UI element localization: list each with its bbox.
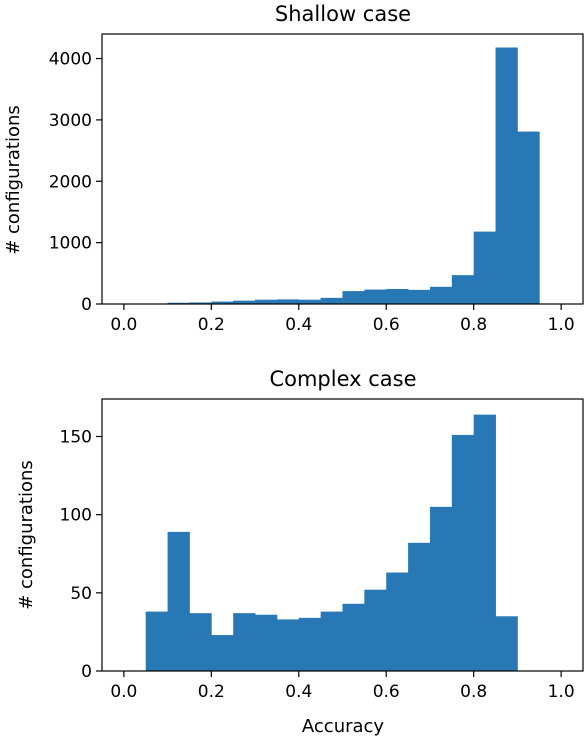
histogram-bar bbox=[429, 286, 453, 304]
histogram-bar bbox=[429, 506, 453, 671]
histogram-bar bbox=[189, 613, 212, 671]
shallow-case-panel: Shallow case # configurations 0.0 0.2 0.4 0… bbox=[3, 2, 584, 335]
chart-title: Shallow case bbox=[275, 2, 411, 26]
y-tick-label: 2000 bbox=[49, 172, 92, 192]
histogram-bar bbox=[211, 635, 234, 671]
y-tick-label: 0 bbox=[81, 662, 92, 682]
x-tick-label: 0.6 bbox=[373, 682, 400, 702]
histogram-bar bbox=[211, 301, 234, 304]
x-tick-label: 0.2 bbox=[198, 682, 225, 702]
histogram-bar bbox=[276, 619, 300, 671]
y-tick-label: 3000 bbox=[49, 111, 92, 131]
histogram-bar bbox=[386, 288, 409, 304]
y-tick-label: 50 bbox=[70, 584, 92, 604]
histogram-bar bbox=[473, 414, 496, 671]
histogram-bar bbox=[364, 589, 387, 671]
x-tick-label: 1.0 bbox=[548, 315, 575, 335]
histogram-bar bbox=[386, 572, 409, 671]
bars bbox=[123, 47, 540, 305]
histogram-bar bbox=[408, 289, 431, 304]
histogram-bar bbox=[473, 231, 496, 304]
histogram-bar bbox=[495, 47, 518, 304]
histogram-bar bbox=[145, 611, 168, 671]
y-tick-label: 4000 bbox=[49, 50, 92, 70]
x-tick-label: 0.0 bbox=[110, 315, 137, 335]
ticks: 0.0 0.2 0.4 0.6 0.8 1.0 0 1000 2000 3000 4000 bbox=[49, 50, 575, 335]
histogram-bar bbox=[276, 299, 300, 304]
histogram-bar bbox=[255, 614, 278, 671]
x-axis-label: Accuracy bbox=[302, 716, 385, 737]
histogram-bar bbox=[233, 613, 256, 671]
plot-frame bbox=[101, 33, 584, 305]
y-axis-label: # configurations bbox=[16, 460, 37, 610]
histogram-bar bbox=[233, 300, 256, 305]
x-tick-label: 0.4 bbox=[285, 315, 312, 335]
x-tick-label: 0.2 bbox=[198, 315, 225, 335]
histogram-bar bbox=[451, 275, 475, 304]
histogram-bar bbox=[342, 291, 365, 304]
histogram-bar bbox=[342, 603, 365, 671]
y-tick-label: 0 bbox=[81, 295, 92, 315]
histogram-bar bbox=[451, 434, 475, 671]
x-tick-label: 0.8 bbox=[460, 315, 487, 335]
x-tick-label: 0.8 bbox=[460, 682, 487, 702]
ticks: 0.0 0.2 0.4 0.6 0.8 1.0 0 50 100 150 bbox=[60, 428, 575, 702]
x-tick-label: 0.4 bbox=[285, 682, 312, 702]
histogram-bar bbox=[320, 611, 343, 671]
histogram-bar bbox=[408, 542, 431, 671]
histogram-bar bbox=[298, 299, 322, 304]
y-axis-label: # configurations bbox=[3, 105, 24, 255]
histogram-bar bbox=[298, 617, 322, 671]
histogram-bar bbox=[517, 131, 540, 304]
histogram-bar bbox=[255, 299, 278, 304]
histogram-bar bbox=[364, 289, 387, 304]
x-tick-label: 0.6 bbox=[373, 315, 400, 335]
x-tick-label: 0.0 bbox=[110, 682, 137, 702]
x-tick-label: 1.0 bbox=[548, 682, 575, 702]
plot-frame bbox=[101, 398, 584, 672]
y-tick-label: 1000 bbox=[49, 234, 92, 254]
histogram-bar bbox=[167, 531, 190, 671]
histogram-bar bbox=[320, 297, 343, 304]
y-tick-label: 150 bbox=[60, 428, 92, 448]
y-tick-label: 100 bbox=[60, 506, 92, 526]
histogram-bar bbox=[167, 302, 190, 304]
complex-case-panel: Complex case # configurations Accuracy 0… bbox=[16, 367, 584, 737]
histogram-bar bbox=[495, 616, 518, 671]
histogram-bar bbox=[189, 302, 212, 304]
bars bbox=[145, 414, 518, 671]
chart-title: Complex case bbox=[269, 367, 416, 391]
